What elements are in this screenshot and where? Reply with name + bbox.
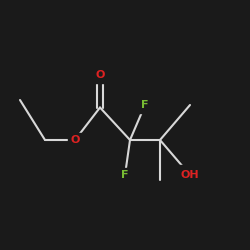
Bar xyxy=(138,98,152,112)
Text: O: O xyxy=(70,135,80,145)
Bar xyxy=(118,168,132,182)
Text: OH: OH xyxy=(181,170,199,180)
Bar xyxy=(92,68,108,82)
Bar xyxy=(170,165,210,185)
Bar xyxy=(68,132,82,148)
Text: F: F xyxy=(141,100,149,110)
Text: O: O xyxy=(95,70,105,80)
Text: F: F xyxy=(121,170,129,180)
